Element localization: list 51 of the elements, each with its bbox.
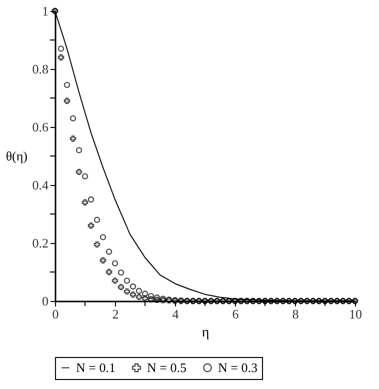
y-tick-label: 0.4: [32, 178, 49, 192]
point: [112, 278, 118, 284]
point: [64, 82, 70, 88]
point: [82, 199, 88, 206]
point: [58, 54, 64, 60]
x-tick-label: 0: [52, 306, 59, 322]
x-tick-label: 8: [292, 306, 299, 322]
x-tick-label: 6: [232, 306, 240, 322]
point: [124, 288, 130, 295]
point: [76, 168, 82, 176]
point: [82, 173, 88, 180]
point: [130, 292, 136, 298]
point: [136, 288, 142, 294]
x-axis-title: η: [202, 326, 210, 340]
point: [64, 98, 70, 104]
point: [94, 216, 100, 223]
point: [106, 248, 112, 255]
point: [148, 296, 154, 302]
point: [76, 147, 82, 154]
point: [118, 284, 124, 290]
legend-label: N = 0.1: [76, 360, 116, 375]
point: [148, 292, 154, 300]
point: [112, 260, 118, 266]
point: [142, 290, 148, 297]
point: [106, 268, 112, 276]
point: [130, 283, 136, 290]
y-tick-label: 0.2: [32, 236, 48, 250]
point: [100, 234, 106, 240]
y-tick-label: 0.6: [32, 120, 49, 134]
point: [154, 294, 160, 301]
y-tick-label: 0.8: [32, 62, 48, 76]
x-tick-label: 2: [112, 306, 119, 322]
point: [70, 115, 76, 122]
point: [88, 196, 94, 203]
point: [154, 296, 160, 303]
point: [136, 294, 142, 300]
point: [94, 241, 100, 248]
point: [88, 222, 94, 229]
point: [124, 278, 130, 284]
legend-label: N = 0.5: [147, 360, 186, 375]
x-tick-label: 10: [349, 306, 362, 322]
point: [58, 46, 64, 52]
y-axis-title: θ(η): [6, 148, 28, 164]
x-tick-label: 4: [172, 306, 180, 322]
point: [118, 269, 124, 276]
point: [142, 295, 148, 302]
point: [70, 136, 76, 142]
point: [100, 257, 106, 264]
y-tick-label: 0: [42, 294, 48, 308]
y-tick-label: 1: [42, 4, 48, 18]
legend-label: N = 0.3: [218, 360, 258, 375]
